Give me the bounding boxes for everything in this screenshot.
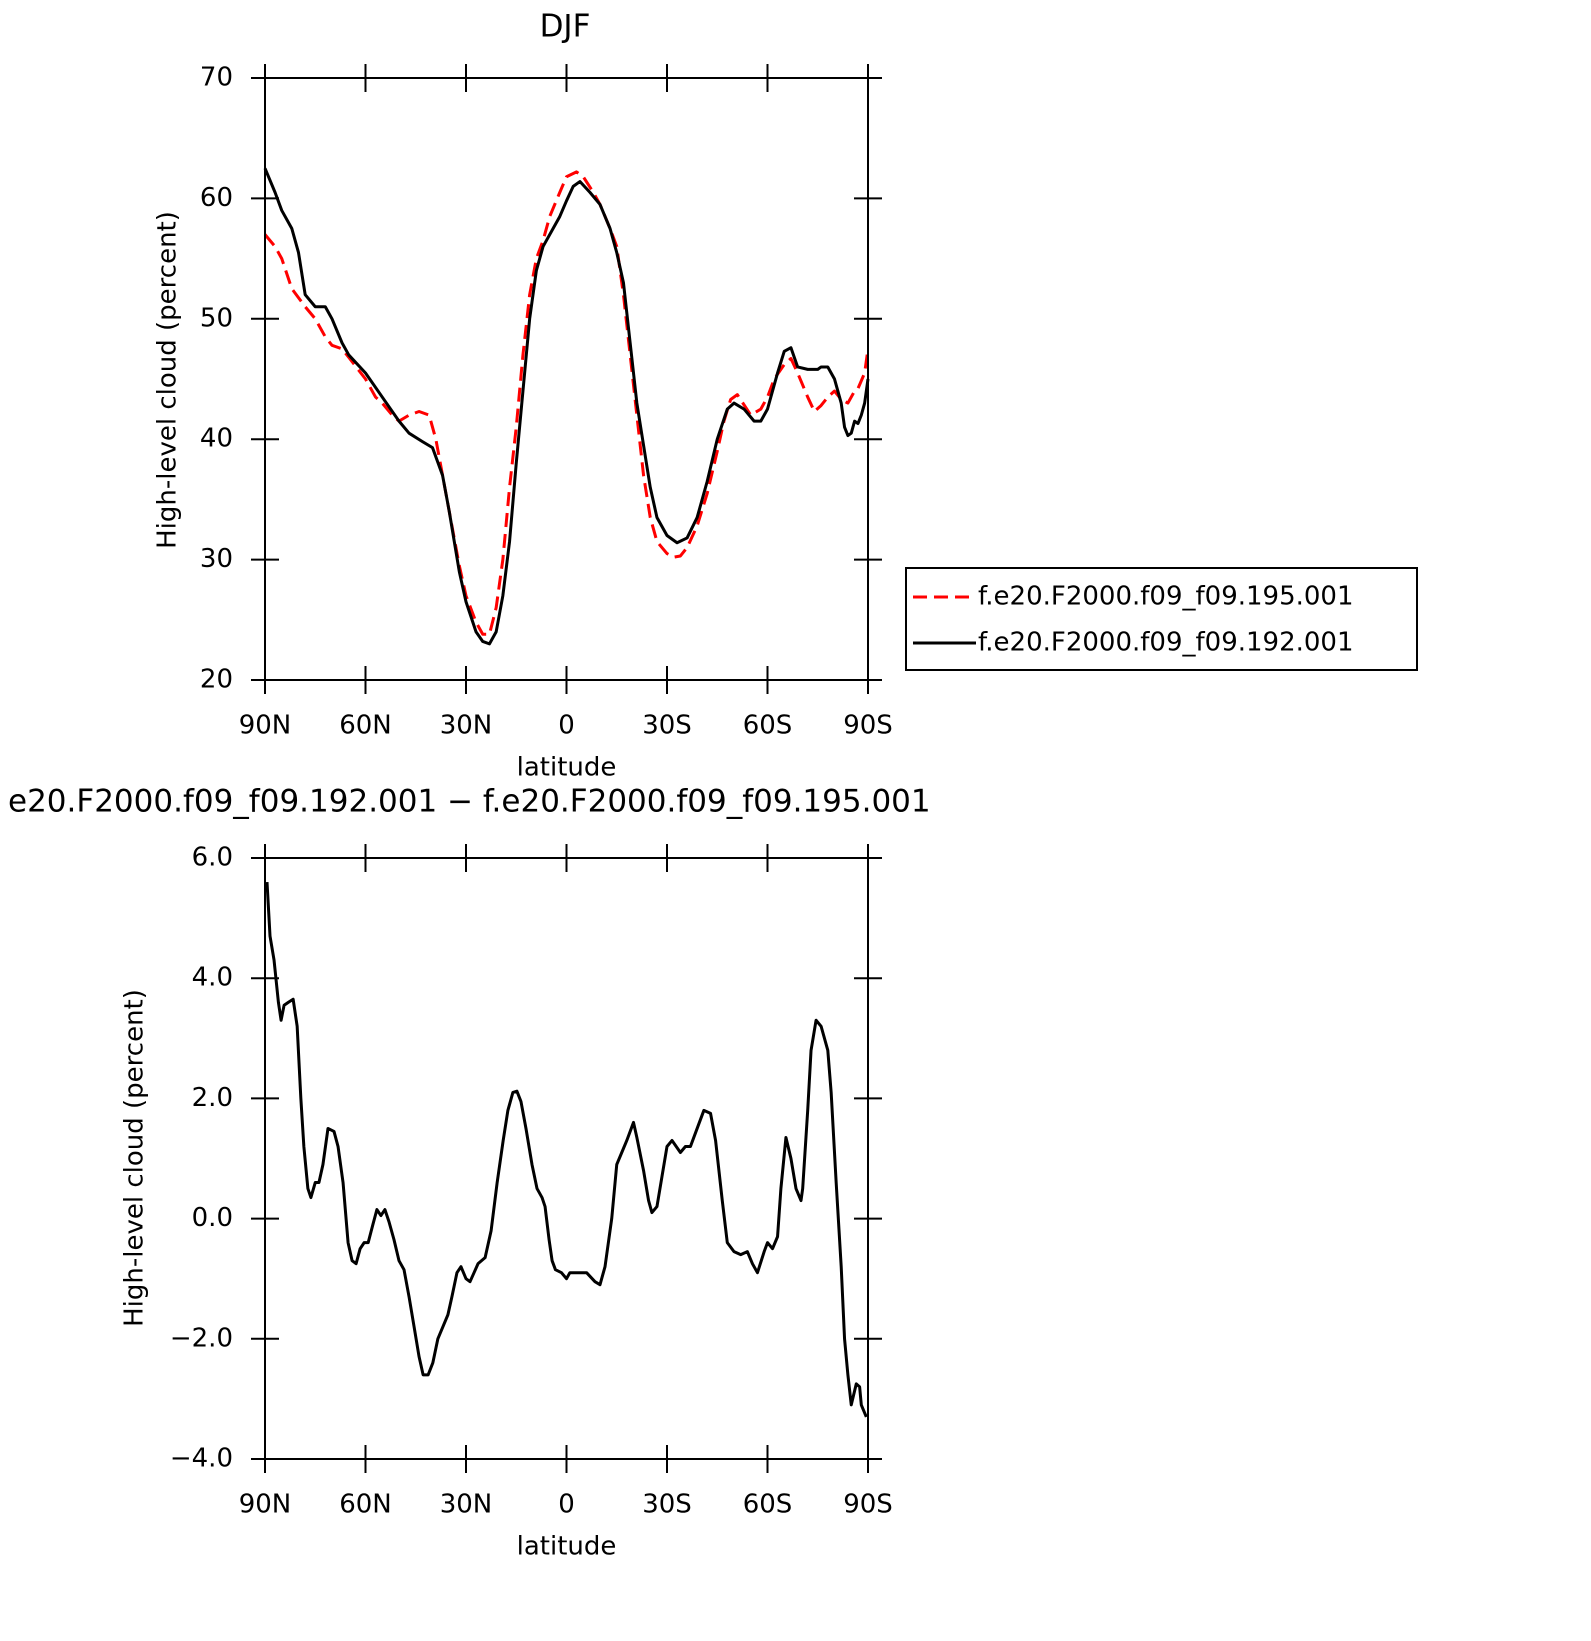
x-tick-label: 0 — [558, 711, 575, 741]
x-tick-label: 30S — [642, 1490, 692, 1520]
y-tick-label: 4.0 — [192, 963, 233, 993]
y-tick-label: 0.0 — [192, 1203, 233, 1233]
y-tick-label: −4.0 — [170, 1444, 233, 1474]
x-tick-label: 90S — [843, 1490, 893, 1520]
y-tick-label: −2.0 — [170, 1323, 233, 1353]
x-axis-label: latitude — [517, 1532, 617, 1562]
x-tick-label: 30N — [440, 1490, 493, 1520]
x-tick-label: 90S — [843, 711, 893, 741]
y-tick-label: 40 — [200, 424, 233, 454]
data-line — [263, 167, 870, 646]
y-tick-label: 20 — [200, 665, 233, 695]
x-tick-label: 60N — [339, 711, 392, 741]
x-tick-label: 30N — [440, 711, 493, 741]
x-tick-label: 0 — [558, 1490, 575, 1520]
plot-frame — [264, 857, 869, 1460]
data-line — [263, 170, 870, 636]
chart-title: DJF — [540, 9, 591, 45]
y-tick-label: 30 — [200, 544, 233, 574]
x-tick-label: 90N — [239, 1490, 292, 1520]
x-tick-label: 60N — [339, 1490, 392, 1520]
legend-label: f.e20.F2000.f09_f09.192.001 — [978, 628, 1354, 658]
y-tick-label: 6.0 — [192, 843, 233, 873]
y-axis-label: High-level cloud (percent) — [153, 211, 183, 549]
plot-frame — [264, 77, 869, 681]
y-tick-label: 2.0 — [192, 1083, 233, 1113]
y-axis-label: High-level cloud (percent) — [120, 989, 150, 1327]
y-tick-label: 70 — [200, 63, 233, 93]
x-tick-label: 60S — [743, 1490, 793, 1520]
chart-title: e20.F2000.f09_f09.192.001 − f.e20.F2000.… — [8, 784, 931, 820]
y-tick-label: 50 — [200, 303, 233, 333]
data-line — [265, 881, 868, 1418]
x-axis-label: latitude — [517, 753, 617, 783]
y-tick-label: 60 — [200, 183, 233, 213]
x-tick-label: 60S — [743, 711, 793, 741]
x-tick-label: 30S — [642, 711, 692, 741]
legend-box — [905, 567, 1418, 671]
x-tick-label: 90N — [239, 711, 292, 741]
legend-label: f.e20.F2000.f09_f09.195.001 — [978, 582, 1354, 612]
